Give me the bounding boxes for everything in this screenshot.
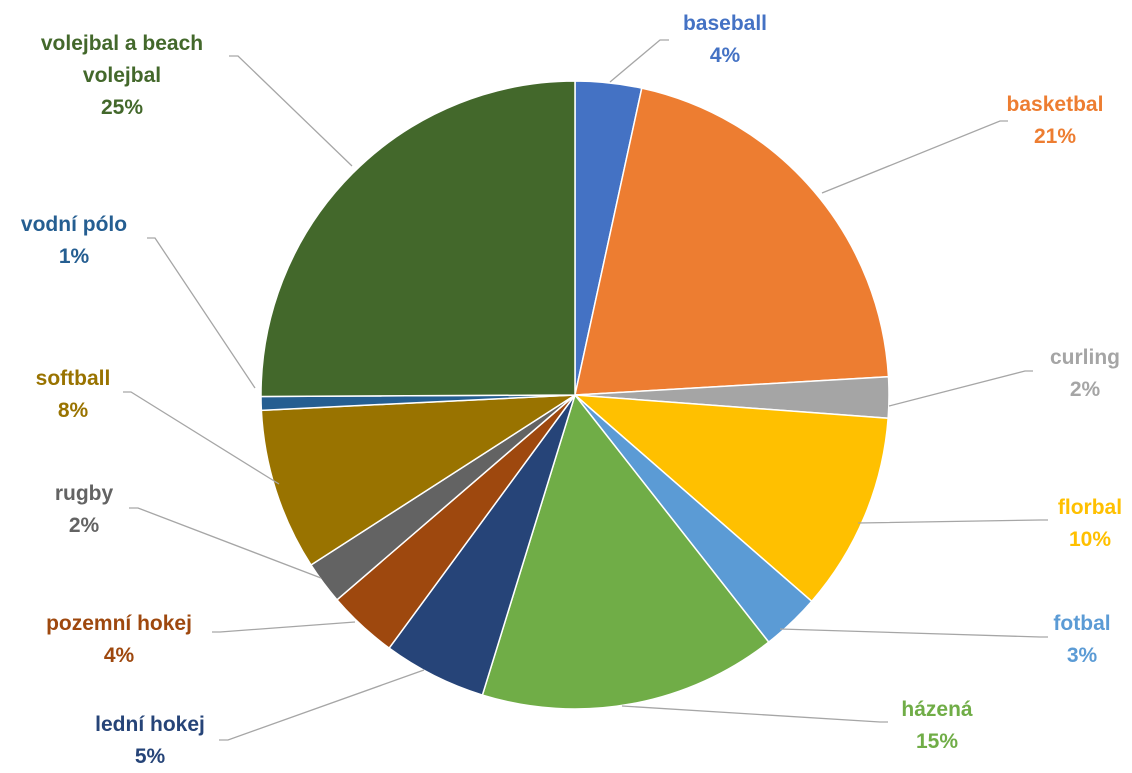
slice-label: rugby 2% — [55, 482, 114, 537]
slice-percent: 2% — [1070, 378, 1101, 401]
slice-percent: 25% — [101, 96, 143, 119]
slice-percent: 4% — [104, 644, 135, 667]
leader-line — [147, 237, 256, 389]
leader-line — [129, 507, 322, 579]
slice-percent: 10% — [1069, 528, 1111, 551]
pie-slices — [260, 80, 890, 710]
data-labels: baseball 4% basketbal 21% curling 2% florbal 10… — [21, 12, 1122, 768]
slice-percent: 5% — [135, 745, 166, 768]
pie-slice-florbal — [572, 394, 889, 603]
leader-line — [621, 705, 888, 723]
slice-label: volejbal a beach volejbal 25% — [41, 32, 203, 119]
slice-percent: 3% — [1067, 644, 1098, 667]
pie-slice-softball — [260, 394, 578, 566]
slice-label: vodní pólo 1% — [21, 213, 127, 268]
leader-line — [219, 669, 425, 741]
slice-label: basketbal 21% — [1007, 93, 1104, 148]
leader-line — [123, 391, 280, 485]
slice-label: pozemní hokej 4% — [46, 612, 192, 667]
leader-lines — [123, 39, 1048, 741]
leader-line — [821, 120, 1008, 194]
leader-line — [212, 621, 356, 633]
slice-percent: 1% — [59, 245, 90, 268]
slice-label: curling 2% — [1050, 346, 1120, 401]
leader-line — [229, 55, 353, 167]
slice-label: baseball 4% — [683, 12, 767, 67]
slice-percent: 21% — [1034, 125, 1076, 148]
leader-line — [779, 628, 1048, 638]
slice-percent: 15% — [916, 730, 958, 753]
pie-slice-volejbal-a-beach-volejbal — [260, 80, 576, 398]
leader-line — [888, 370, 1033, 407]
slice-label: fotbal 3% — [1053, 612, 1110, 667]
leader-line — [857, 519, 1048, 524]
slice-percent: 2% — [69, 514, 100, 537]
slice-label: lední hokej 5% — [95, 713, 205, 768]
slice-percent: 4% — [710, 44, 741, 67]
slice-label: házená 15% — [901, 698, 973, 753]
leader-line — [609, 39, 669, 83]
slice-percent: 8% — [58, 399, 89, 422]
pie-slice-házená — [481, 393, 770, 710]
pie-slice-basketbal — [574, 87, 890, 396]
slice-label: softball 8% — [36, 367, 111, 422]
slice-label: florbal 10% — [1058, 496, 1122, 551]
